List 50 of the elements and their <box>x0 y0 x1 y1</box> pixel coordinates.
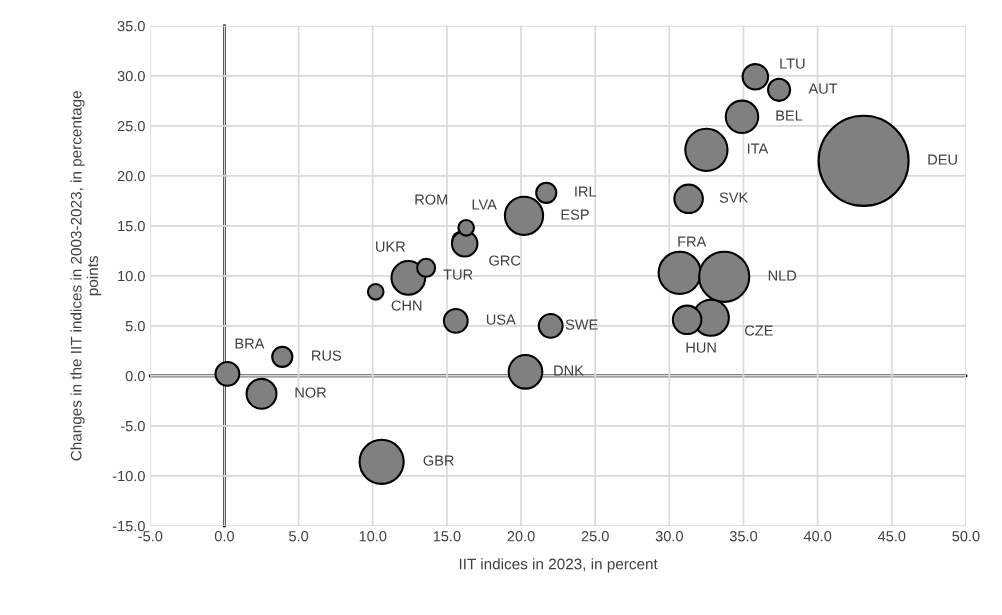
x-tick-label: 25.0 <box>581 531 609 542</box>
y-tick-label: 20.0 <box>117 170 145 182</box>
data-label: TUR <box>443 269 473 280</box>
data-label: BRA <box>235 338 265 349</box>
data-label: DNK <box>554 365 584 376</box>
x-tick-label: 40.0 <box>803 531 832 542</box>
x-tick-label: 10.0 <box>359 531 387 542</box>
data-label: CZE <box>745 325 773 336</box>
data-label: SVK <box>719 192 749 203</box>
y-tick-label: 25.0 <box>117 120 145 132</box>
data-label: CHN <box>391 300 422 311</box>
data-label: BEL <box>776 110 803 121</box>
x-tick-label: -5.0 <box>138 531 163 542</box>
x-axis-title: IIT indices in 2023, in percent <box>459 558 658 573</box>
data-label: UKR <box>376 241 406 252</box>
x-tick-label: 30.0 <box>655 531 683 542</box>
y-tick-label: -5.0 <box>120 420 145 432</box>
data-label: SWE <box>565 319 598 330</box>
data-label: ROM <box>415 194 448 205</box>
y-tick-label: 15.0 <box>118 220 145 232</box>
x-tick-label: 0.0 <box>214 531 235 542</box>
x-tick-label: 5.0 <box>289 531 309 542</box>
x-tick-label: 15.0 <box>433 531 461 542</box>
y-axis-title: Changes in the IIT indices in 2003-2023, in percentage points <box>70 91 102 461</box>
data-label: ESP <box>561 209 589 220</box>
data-label: IRL <box>575 186 597 197</box>
y-tick-label: 30.0 <box>117 70 145 82</box>
y-tick-label: 0.0 <box>125 370 145 382</box>
data-label: GRC <box>489 255 521 266</box>
data-label: LTU <box>780 58 805 69</box>
y-tick-label: -15.0 <box>112 520 145 532</box>
x-tick-label: 50.0 <box>952 531 980 542</box>
data-label: ITA <box>747 143 769 154</box>
x-tick-label: 35.0 <box>729 531 758 542</box>
data-label: USA <box>486 314 516 325</box>
data-label: HUN <box>686 342 716 353</box>
x-tick-label: 45.0 <box>877 531 906 542</box>
y-tick-label: -10.0 <box>112 470 145 482</box>
data-label: GBR <box>423 455 454 466</box>
data-label: NLD <box>768 270 797 281</box>
y-tick-label: 35.0 <box>117 20 145 32</box>
x-tick-label: 20.0 <box>507 531 535 542</box>
data-label: DEU <box>928 154 957 165</box>
data-label: NOR <box>295 387 327 398</box>
data-label: AUT <box>808 83 838 94</box>
y-tick-label: 10.0 <box>118 270 145 282</box>
data-label: LVA <box>472 199 497 210</box>
data-label: FRA <box>678 236 707 247</box>
data-label: RUS <box>312 350 342 361</box>
y-tick-label: 5.0 <box>125 320 145 332</box>
